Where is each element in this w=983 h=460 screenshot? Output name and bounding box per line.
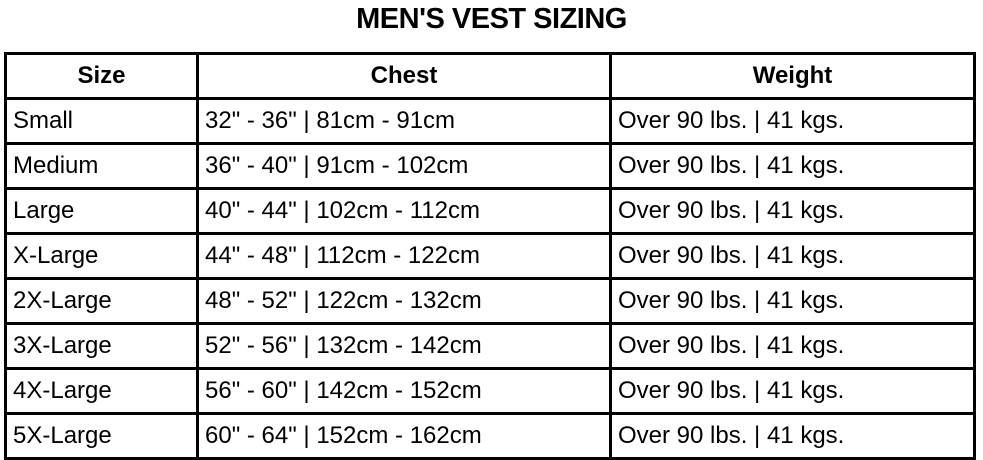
weight-cell: Over 90 lbs. | 41 kgs. [609,322,976,370]
weight-cell: Over 90 lbs. | 41 kgs. [609,277,976,325]
sizing-table: Size Chest Weight Small 32" - 36" | 81cm … [4,52,976,460]
header-weight: Weight [609,52,976,100]
size-cell: Large [4,187,199,235]
chest-cell: 36" - 40" | 91cm - 102cm [196,142,612,190]
table-row: 5X-Large 60" - 64" | 152cm - 162cm Over 90… [4,412,976,460]
size-cell: Medium [4,142,199,190]
chest-cell: 56" - 60" | 142cm - 152cm [196,367,612,415]
size-cell: 4X-Large [4,367,199,415]
chest-cell: 40" - 44" | 102cm - 112cm [196,187,612,235]
weight-cell: Over 90 lbs. | 41 kgs. [609,97,976,145]
chest-cell: 32" - 36" | 81cm - 91cm [196,97,612,145]
weight-cell: Over 90 lbs. | 41 kgs. [609,142,976,190]
size-cell: X-Large [4,232,199,280]
table-row: 4X-Large 56" - 60" | 142cm - 152cm Over 90… [4,367,976,415]
table-row: Large 40" - 44" | 102cm - 112cm Over 90 lb… [4,187,976,235]
size-cell: Small [4,97,199,145]
weight-cell: Over 90 lbs. | 41 kgs. [609,367,976,415]
chest-cell: 48" - 52" | 122cm - 132cm [196,277,612,325]
header-chest: Chest [196,52,612,100]
table-row: 3X-Large 52" - 56" | 132cm - 142cm Over 90… [4,322,976,370]
header-row: Size Chest Weight [4,52,976,100]
chest-cell: 44" - 48" | 112cm - 122cm [196,232,612,280]
table-row: X-Large 44" - 48" | 112cm - 122cm Over 90 … [4,232,976,280]
chest-cell: 52" - 56" | 132cm - 142cm [196,322,612,370]
size-cell: 5X-Large [4,412,199,460]
table-row: Medium 36" - 40" | 91cm - 102cm Over 90 lb… [4,142,976,190]
table-row: 2X-Large 48" - 52" | 122cm - 132cm Over 90… [4,277,976,325]
header-size: Size [4,52,199,100]
page-title: MEN'S VEST SIZING [356,3,627,35]
weight-cell: Over 90 lbs. | 41 kgs. [609,412,976,460]
weight-cell: Over 90 lbs. | 41 kgs. [609,232,976,280]
size-cell: 3X-Large [4,322,199,370]
size-cell: 2X-Large [4,277,199,325]
chest-cell: 60" - 64" | 152cm - 162cm [196,412,612,460]
table-row: Small 32" - 36" | 81cm - 91cm Over 90 lbs.… [4,97,976,145]
weight-cell: Over 90 lbs. | 41 kgs. [609,187,976,235]
